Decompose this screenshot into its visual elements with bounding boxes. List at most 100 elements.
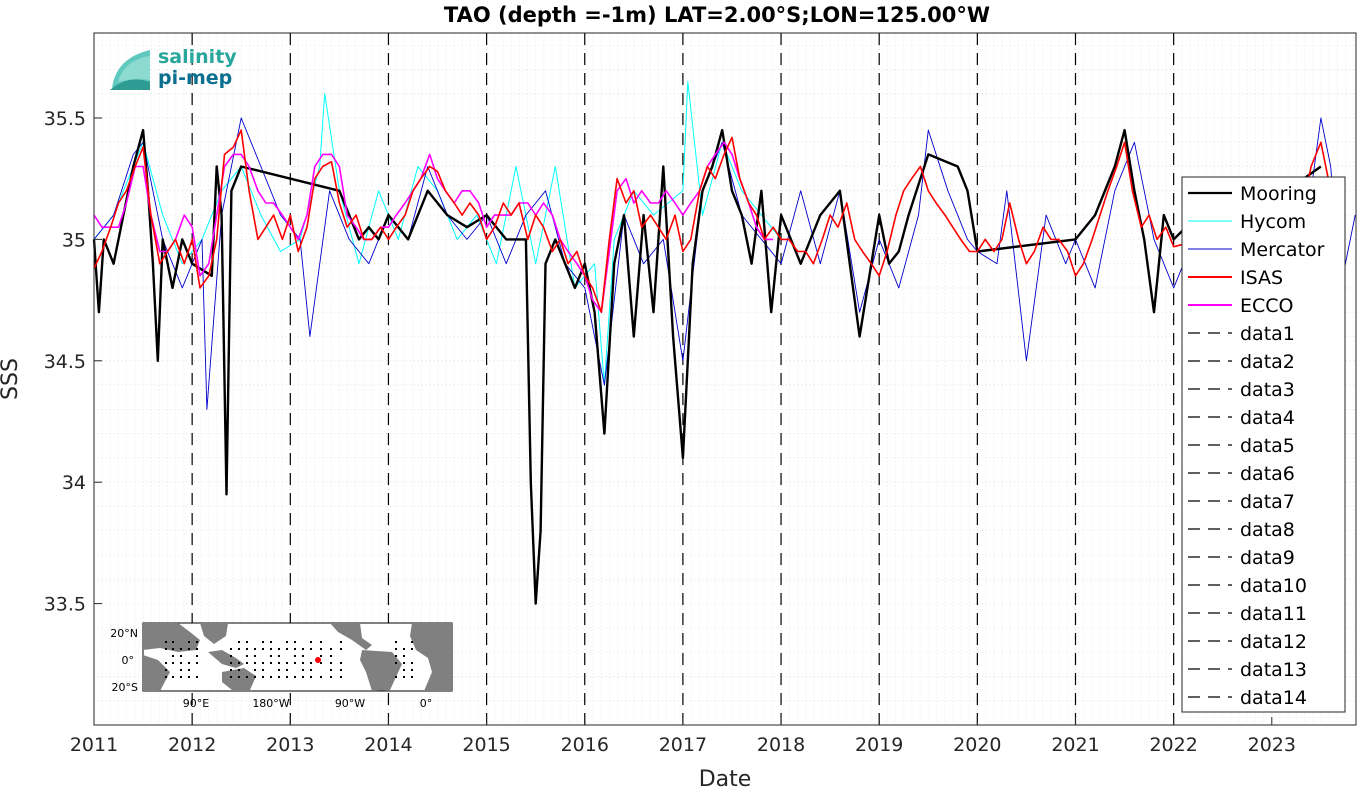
legend-label: data3 bbox=[1240, 379, 1295, 401]
lon-label: 90°E bbox=[183, 697, 209, 710]
mooring-dot bbox=[340, 676, 342, 678]
mooring-dot bbox=[395, 655, 397, 657]
x-axis-label: Date bbox=[699, 767, 752, 790]
mooring-dot bbox=[278, 655, 280, 657]
x-tick-label: 2011 bbox=[70, 734, 118, 756]
lat-label: 0° bbox=[122, 654, 135, 667]
mooring-dot bbox=[165, 676, 167, 678]
x-tick-label: 2014 bbox=[364, 734, 412, 756]
mooring-dot bbox=[270, 641, 272, 643]
mooring-dot bbox=[238, 676, 240, 678]
mooring-dot bbox=[286, 662, 288, 664]
mooring-dot bbox=[238, 641, 240, 643]
mooring-dot bbox=[294, 655, 296, 657]
legend-label: data8 bbox=[1240, 519, 1295, 541]
mooring-dot bbox=[188, 641, 190, 643]
mooring-dot bbox=[246, 648, 248, 650]
y-tick-label: 35.5 bbox=[44, 108, 86, 130]
y-axis: 33.5 34 34.5 35 35.5 bbox=[44, 108, 102, 616]
mooring-dot bbox=[172, 676, 174, 678]
lon-label: 180°W bbox=[252, 697, 289, 710]
legend-label: data7 bbox=[1240, 491, 1295, 513]
x-tick-label: 2019 bbox=[855, 734, 903, 756]
mooring-dot bbox=[196, 662, 198, 664]
legend-label: data9 bbox=[1240, 547, 1295, 569]
mooring-dot bbox=[403, 662, 405, 664]
mooring-dot bbox=[270, 655, 272, 657]
logo-line2: pi-mep bbox=[158, 67, 232, 89]
mooring-dot bbox=[403, 648, 405, 650]
mooring-dot bbox=[310, 641, 312, 643]
lat-label: 20°S bbox=[112, 681, 138, 694]
mooring-dot bbox=[302, 676, 304, 678]
x-tick-label: 2012 bbox=[168, 734, 216, 756]
y-tick-label: 34 bbox=[62, 472, 86, 494]
mooring-dot bbox=[172, 662, 174, 664]
legend-label: data12 bbox=[1240, 631, 1307, 653]
mooring-dot bbox=[302, 662, 304, 664]
mooring-dot bbox=[188, 669, 190, 671]
mooring-dot bbox=[294, 648, 296, 650]
mooring-dot bbox=[330, 662, 332, 664]
africa-east-landmass bbox=[410, 623, 452, 691]
x-tick-label: 2013 bbox=[266, 734, 314, 756]
mooring-dot bbox=[238, 648, 240, 650]
mooring-dot bbox=[411, 648, 413, 650]
mooring-dot bbox=[230, 669, 232, 671]
mooring-dot bbox=[230, 655, 232, 657]
lon-label: 90°W bbox=[335, 697, 365, 710]
africa-landmass bbox=[143, 623, 200, 652]
mooring-dot bbox=[294, 641, 296, 643]
mooring-dot bbox=[254, 669, 256, 671]
legend-label: ECCO bbox=[1240, 295, 1294, 317]
mooring-dot bbox=[246, 676, 248, 678]
series-layer bbox=[92, 81, 1356, 605]
lat-label: 20°N bbox=[110, 627, 138, 640]
y-axis-label: SSS bbox=[0, 358, 23, 400]
mooring-dot bbox=[172, 641, 174, 643]
legend-label: Mercator bbox=[1240, 239, 1325, 261]
y-tick-label: 35 bbox=[62, 229, 86, 251]
x-tick-label: 2022 bbox=[1149, 734, 1197, 756]
mooring-dot bbox=[254, 662, 256, 664]
mooring-dot bbox=[310, 669, 312, 671]
mooring-dot bbox=[340, 641, 342, 643]
x-tick-label: 2017 bbox=[659, 734, 707, 756]
mooring-dot bbox=[320, 655, 322, 657]
mooring-dot bbox=[310, 676, 312, 678]
mooring-dot bbox=[340, 669, 342, 671]
mooring-dot bbox=[302, 655, 304, 657]
chart-title: TAO (depth =-1m) LAT=2.00°S;LON=125.00°W bbox=[444, 3, 990, 27]
x-tick-label: 2021 bbox=[1051, 734, 1099, 756]
year-markers bbox=[191, 33, 1175, 725]
mooring-dot bbox=[320, 662, 322, 664]
lon-label: 0° bbox=[420, 697, 433, 710]
legend-label: data2 bbox=[1240, 351, 1295, 373]
mooring-dot bbox=[262, 641, 264, 643]
x-tick-label: 2023 bbox=[1248, 734, 1296, 756]
mooring-dot bbox=[286, 676, 288, 678]
mooring-dot bbox=[246, 641, 248, 643]
africa-south-landmass bbox=[143, 655, 170, 691]
mooring-dot bbox=[246, 655, 248, 657]
series-line-ecco bbox=[93, 141, 774, 314]
australia-landmass bbox=[222, 668, 256, 690]
mooring-dot bbox=[246, 662, 248, 664]
mooring-dot bbox=[196, 641, 198, 643]
mooring-dot bbox=[238, 669, 240, 671]
x-tick-label: 2018 bbox=[757, 734, 805, 756]
mooring-dot bbox=[310, 662, 312, 664]
mooring-dot bbox=[330, 676, 332, 678]
mooring-dot bbox=[165, 669, 167, 671]
logo: salinity pi-mep bbox=[110, 46, 237, 90]
mooring-dot bbox=[180, 662, 182, 664]
mooring-dot bbox=[254, 655, 256, 657]
plot-frame bbox=[93, 32, 1357, 726]
mooring-dot bbox=[411, 676, 413, 678]
mooring-dot bbox=[262, 676, 264, 678]
mooring-dot bbox=[270, 676, 272, 678]
central-america-landmass bbox=[330, 623, 372, 650]
logo-line1: salinity bbox=[158, 46, 237, 68]
y-tick-label: 33.5 bbox=[44, 594, 86, 616]
